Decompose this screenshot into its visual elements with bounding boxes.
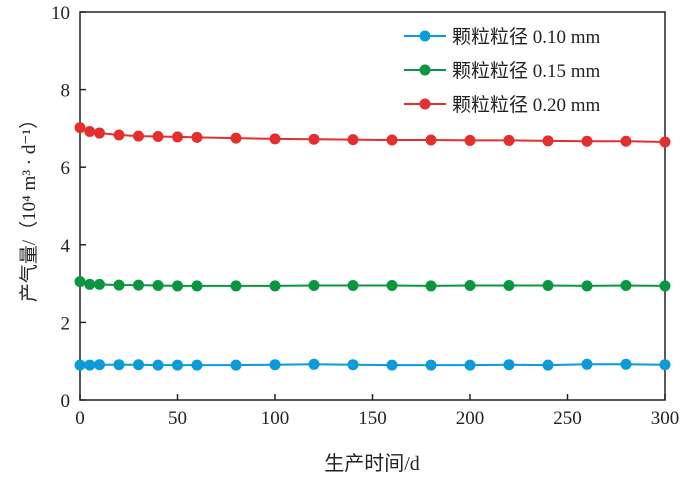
data-point xyxy=(94,127,105,139)
data-point xyxy=(425,359,437,371)
x-tick-label: 150 xyxy=(358,408,387,429)
legend-item: 颗粒粒径 0.20 mm xyxy=(404,94,601,116)
data-point xyxy=(659,136,671,148)
data-point xyxy=(269,133,281,145)
data-point xyxy=(133,279,144,291)
y-axis-label: 产气量/（10⁴ m³ · d⁻¹） xyxy=(18,110,40,302)
y-tick-label: 2 xyxy=(61,313,71,334)
y-tick-label: 8 xyxy=(61,81,71,102)
data-point xyxy=(308,358,320,370)
data-point xyxy=(113,279,125,291)
legend-label: 颗粒粒径 0.20 mm xyxy=(452,94,601,116)
data-point xyxy=(133,130,144,142)
data-point xyxy=(581,135,593,147)
data-point xyxy=(425,134,437,146)
series-line xyxy=(79,126,666,143)
data-point xyxy=(74,122,86,134)
data-point xyxy=(152,131,164,143)
series-line xyxy=(80,363,666,367)
x-tick-label: 300 xyxy=(651,408,680,429)
data-point xyxy=(74,276,86,288)
data-point xyxy=(74,359,86,371)
data-point xyxy=(308,280,320,292)
data-point xyxy=(191,131,203,143)
data-point xyxy=(503,134,515,146)
data-point xyxy=(84,359,96,371)
data-point xyxy=(269,359,281,371)
legend-marker xyxy=(419,30,431,42)
series-1 xyxy=(74,276,671,292)
data-point xyxy=(113,129,125,141)
legend-label: 颗粒粒径 0.10 mm xyxy=(452,26,601,48)
data-point xyxy=(172,280,183,292)
legend-marker xyxy=(419,64,431,76)
data-point xyxy=(94,359,105,371)
data-point xyxy=(230,359,242,371)
data-point xyxy=(386,280,398,292)
data-point xyxy=(84,126,96,138)
series-line xyxy=(79,280,666,287)
data-point xyxy=(94,278,105,290)
x-axis-label: 生产时间/d xyxy=(324,452,420,475)
data-point xyxy=(464,134,476,146)
data-point xyxy=(172,131,183,143)
series-0 xyxy=(74,358,671,371)
x-tick-label: 50 xyxy=(168,408,187,429)
data-point xyxy=(464,359,476,371)
data-point xyxy=(425,280,437,292)
data-point xyxy=(581,280,593,292)
data-point xyxy=(581,358,593,370)
data-point xyxy=(386,359,398,371)
data-point xyxy=(133,359,144,371)
data-point xyxy=(113,359,125,371)
data-point xyxy=(542,135,554,147)
data-point xyxy=(620,135,632,147)
data-point xyxy=(386,134,398,146)
data-point xyxy=(230,280,242,292)
y-tick-label: 6 xyxy=(61,158,71,179)
data-point xyxy=(84,278,96,290)
data-point xyxy=(152,359,164,371)
data-point xyxy=(172,359,183,371)
data-point xyxy=(347,359,359,371)
legend-item: 颗粒粒径 0.15 mm xyxy=(404,60,601,82)
legend-label: 颗粒粒径 0.15 mm xyxy=(452,60,601,82)
data-point xyxy=(620,358,632,370)
data-point xyxy=(269,280,281,292)
data-point xyxy=(542,359,554,371)
data-point xyxy=(308,133,320,145)
x-tick-label: 100 xyxy=(261,408,290,429)
data-point xyxy=(503,280,515,292)
data-point xyxy=(659,280,671,292)
data-point xyxy=(191,359,203,371)
data-point xyxy=(620,280,632,292)
legend: 颗粒粒径 0.10 mm 颗粒粒径 0.15 mm 颗粒粒径 0.20 mm xyxy=(404,26,601,116)
x-tick-label: 200 xyxy=(456,408,485,429)
data-point xyxy=(347,134,359,146)
data-point xyxy=(191,280,203,292)
series-2 xyxy=(74,122,671,148)
data-point xyxy=(542,280,554,292)
data-point xyxy=(347,280,359,292)
legend-marker xyxy=(419,98,431,110)
data-point xyxy=(230,132,242,144)
x-tick-label: 0 xyxy=(75,408,85,429)
data-point xyxy=(503,359,515,371)
legend-item: 颗粒粒径 0.10 mm xyxy=(404,26,601,48)
y-tick-label: 0 xyxy=(61,391,71,412)
data-point xyxy=(659,359,671,371)
y-tick-label: 4 xyxy=(61,236,71,257)
x-tick-label: 250 xyxy=(553,408,582,429)
y-tick-label: 10 xyxy=(51,3,70,24)
data-point xyxy=(464,280,476,292)
data-point xyxy=(152,280,164,292)
